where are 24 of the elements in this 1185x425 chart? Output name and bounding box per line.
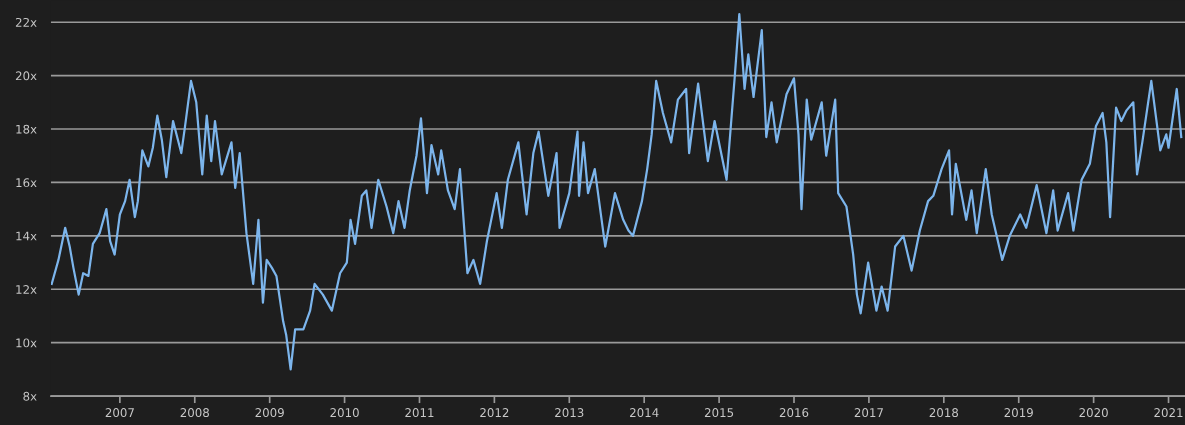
x-tick-label: 2009 [255, 408, 284, 418]
y-tick-label: 16x [16, 178, 37, 188]
y-tick-label: 12x [16, 285, 37, 294]
x-tick-label: 2008 [180, 408, 209, 418]
x-tick-label: 2019 [1004, 408, 1033, 418]
x-tick-label: 2015 [704, 408, 734, 418]
x-tick-label: 2010 [330, 408, 359, 418]
x-tick-label: 2020 [1079, 408, 1108, 418]
line-series [50, 13, 1183, 371]
x-tick-label: 2016 [779, 408, 809, 418]
y-tick-label: 8x [23, 391, 37, 401]
x-tick-label: 2012 [480, 408, 509, 418]
y-tick-label: 10x [16, 338, 37, 348]
x-tick-label: 2011 [405, 408, 434, 418]
x-tick-label: 2013 [555, 408, 584, 418]
y-tick-label: 22x [15, 17, 37, 27]
x-tick-label: 2007 [105, 408, 134, 418]
y-tick-label: 20x [15, 71, 37, 81]
x-tick-label: 2021 [1154, 408, 1183, 418]
x-tick-label: 2014 [630, 408, 659, 418]
y-tick-label: 18x [16, 124, 37, 134]
x-tick-label: 2018 [929, 408, 959, 418]
x-tick-label: 2017 [854, 408, 883, 418]
y-tick-label: 14x [16, 231, 37, 241]
